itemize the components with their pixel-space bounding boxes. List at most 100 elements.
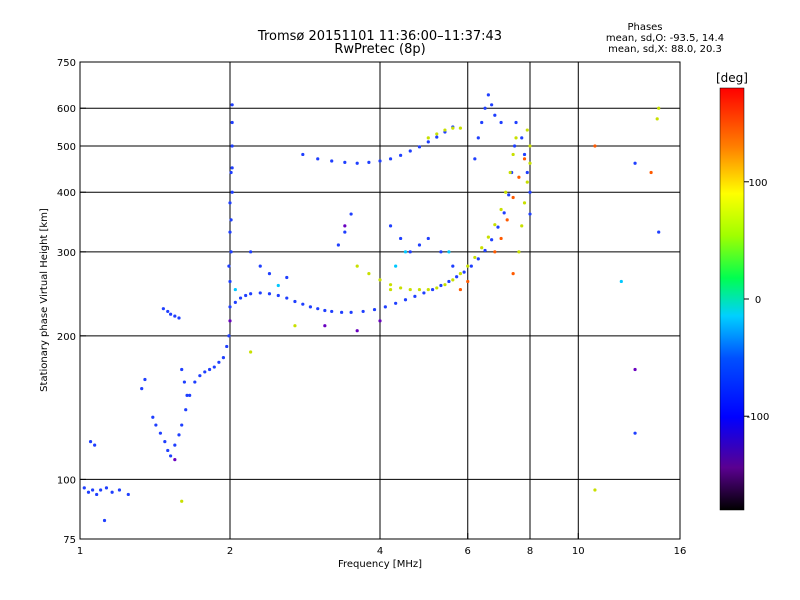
- data-point: [504, 190, 508, 194]
- colorbar-label: [deg]: [716, 71, 748, 85]
- data-point: [483, 106, 487, 110]
- data-point: [182, 380, 186, 384]
- data-point: [249, 292, 253, 296]
- data-point: [447, 250, 451, 254]
- data-point: [249, 250, 253, 254]
- data-point: [426, 287, 430, 292]
- data-point: [225, 344, 229, 349]
- stats-line2: mean, sd,X: 88.0, 20.3: [608, 44, 722, 55]
- data-point: [528, 144, 532, 148]
- y-tick-label: 750: [57, 58, 76, 69]
- data-point: [476, 136, 480, 140]
- x-axis-label: Frequency [MHz]: [338, 559, 422, 570]
- x-tick-label: 6: [465, 546, 471, 557]
- data-point: [104, 486, 109, 490]
- data-point: [408, 287, 412, 292]
- data-point: [227, 334, 231, 338]
- data-point: [154, 423, 158, 427]
- data-point: [203, 370, 207, 374]
- data-point: [229, 170, 233, 175]
- stats-line1: mean, sd,O: -93.5, 14.4: [606, 33, 724, 44]
- data-point: [469, 264, 473, 268]
- data-point: [227, 264, 231, 268]
- data-point: [244, 293, 248, 298]
- data-point: [169, 454, 173, 458]
- data-point: [657, 230, 661, 234]
- data-point: [520, 136, 524, 140]
- data-point: [525, 170, 529, 175]
- data-point: [383, 305, 387, 309]
- data-point: [230, 190, 234, 194]
- y-tick-label: 75: [63, 535, 76, 546]
- data-point: [413, 294, 417, 298]
- data-point: [394, 264, 398, 268]
- data-point: [330, 309, 334, 314]
- data-point: [511, 195, 515, 200]
- data-point: [378, 278, 382, 282]
- data-point: [525, 128, 529, 132]
- data-point: [228, 279, 232, 284]
- data-point: [517, 250, 521, 254]
- data-point: [163, 440, 167, 444]
- data-point: [655, 117, 659, 121]
- data-point: [458, 272, 463, 276]
- data-point: [161, 307, 165, 311]
- data-point: [417, 145, 422, 149]
- data-point: [258, 264, 262, 268]
- x-tick-label: 16: [674, 546, 687, 557]
- data-point: [173, 443, 177, 447]
- colorbar-tick-label: 0: [755, 295, 761, 306]
- colorbar-tick-label: -100: [747, 412, 770, 423]
- y-tick-label: 600: [57, 104, 76, 115]
- data-point: [499, 236, 503, 241]
- data-points: [82, 93, 661, 523]
- colorbar: [719, 87, 745, 511]
- data-point: [336, 243, 340, 247]
- data-point: [267, 292, 272, 296]
- x-tick-label: 2: [227, 546, 233, 557]
- data-point: [435, 286, 439, 290]
- data-point: [355, 329, 359, 333]
- data-point: [422, 291, 426, 295]
- data-point: [180, 367, 184, 372]
- data-point: [483, 248, 487, 253]
- data-point: [633, 367, 637, 372]
- data-point: [408, 149, 412, 153]
- data-point: [230, 120, 234, 125]
- data-point: [193, 380, 197, 384]
- data-point: [110, 490, 114, 494]
- data-point: [439, 250, 443, 254]
- data-point: [466, 279, 470, 284]
- data-point: [349, 212, 353, 216]
- data-point: [435, 132, 439, 136]
- stats-heading: Phases: [627, 22, 662, 33]
- data-point: [230, 166, 234, 170]
- data-point: [316, 307, 320, 311]
- data-point: [462, 270, 466, 274]
- data-point: [388, 224, 393, 228]
- data-point: [517, 175, 521, 179]
- data-point: [221, 356, 226, 360]
- y-tick-label: 400: [57, 188, 76, 199]
- data-point: [657, 106, 661, 110]
- data-point: [649, 170, 653, 175]
- data-point: [493, 250, 497, 254]
- data-point: [520, 224, 524, 228]
- data-point: [514, 120, 518, 125]
- data-point: [180, 423, 184, 427]
- data-point: [228, 305, 232, 309]
- data-point: [140, 387, 144, 391]
- data-point: [173, 314, 177, 318]
- data-point: [228, 201, 232, 205]
- data-point: [301, 152, 305, 157]
- data-point: [185, 393, 189, 398]
- data-point: [512, 144, 517, 148]
- data-point: [228, 230, 232, 234]
- data-point: [217, 360, 221, 364]
- data-point: [166, 309, 170, 314]
- x-tick-label: 8: [527, 546, 533, 557]
- data-point: [399, 153, 403, 157]
- y-tick-label: 200: [57, 332, 76, 343]
- data-point: [212, 365, 216, 369]
